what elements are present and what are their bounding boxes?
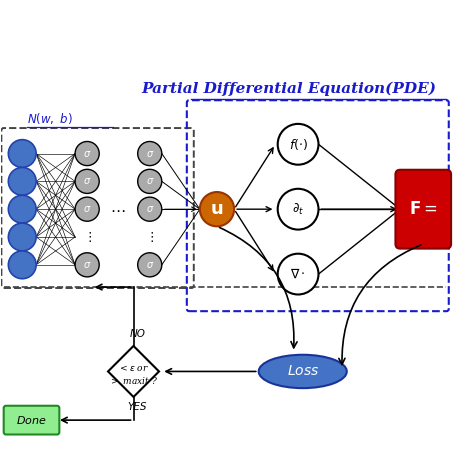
Text: $>$ maxit ?: $>$ maxit ? — [109, 375, 158, 386]
Text: $\mathit{Loss}$: $\mathit{Loss}$ — [287, 365, 319, 378]
Text: $\mathit{Done}$: $\mathit{Done}$ — [16, 414, 47, 426]
Text: $\sigma$: $\sigma$ — [146, 260, 154, 270]
Text: $\sigma$: $\sigma$ — [146, 148, 154, 158]
Text: $\sigma$: $\sigma$ — [83, 148, 91, 158]
Text: $\vdots$: $\vdots$ — [146, 230, 154, 244]
Text: $\sigma$: $\sigma$ — [83, 204, 91, 214]
Circle shape — [9, 223, 36, 251]
Text: $\vdots$: $\vdots$ — [82, 230, 91, 244]
Circle shape — [137, 253, 162, 277]
Text: $\cdots$: $\cdots$ — [110, 201, 126, 217]
Ellipse shape — [259, 355, 347, 388]
Circle shape — [75, 253, 99, 277]
Text: YES: YES — [128, 401, 147, 411]
Circle shape — [137, 197, 162, 221]
Text: $\sigma$: $\sigma$ — [146, 204, 154, 214]
Text: $\sigma$: $\sigma$ — [83, 176, 91, 186]
Circle shape — [9, 167, 36, 195]
Text: $\nabla \cdot$: $\nabla \cdot$ — [291, 267, 306, 281]
Circle shape — [9, 251, 36, 279]
Circle shape — [278, 254, 319, 294]
Text: $\mathit{N(w,\ b)}$: $\mathit{N(w,\ b)}$ — [27, 111, 73, 126]
Circle shape — [9, 195, 36, 223]
Circle shape — [137, 169, 162, 193]
Text: $\mathbf{F}=$: $\mathbf{F}=$ — [409, 201, 438, 218]
Text: $\sigma$: $\sigma$ — [146, 176, 154, 186]
Text: $\sigma$: $\sigma$ — [83, 260, 91, 270]
Text: $< \epsilon$ or: $< \epsilon$ or — [118, 363, 149, 373]
Circle shape — [75, 197, 99, 221]
FancyBboxPatch shape — [395, 170, 451, 248]
Circle shape — [75, 169, 99, 193]
Circle shape — [137, 142, 162, 165]
Circle shape — [9, 140, 36, 167]
Text: $\partial_t$: $\partial_t$ — [292, 201, 304, 217]
Polygon shape — [108, 346, 159, 397]
Text: Partial Differential Equation(PDE): Partial Differential Equation(PDE) — [141, 82, 437, 96]
Text: NO: NO — [129, 329, 145, 339]
FancyBboxPatch shape — [4, 406, 59, 435]
Circle shape — [278, 124, 319, 164]
Text: $f(\cdot)$: $f(\cdot)$ — [289, 137, 308, 152]
Circle shape — [75, 142, 99, 165]
Circle shape — [278, 189, 319, 229]
Text: $\mathbf{u}$: $\mathbf{u}$ — [210, 200, 224, 218]
Circle shape — [200, 192, 234, 227]
